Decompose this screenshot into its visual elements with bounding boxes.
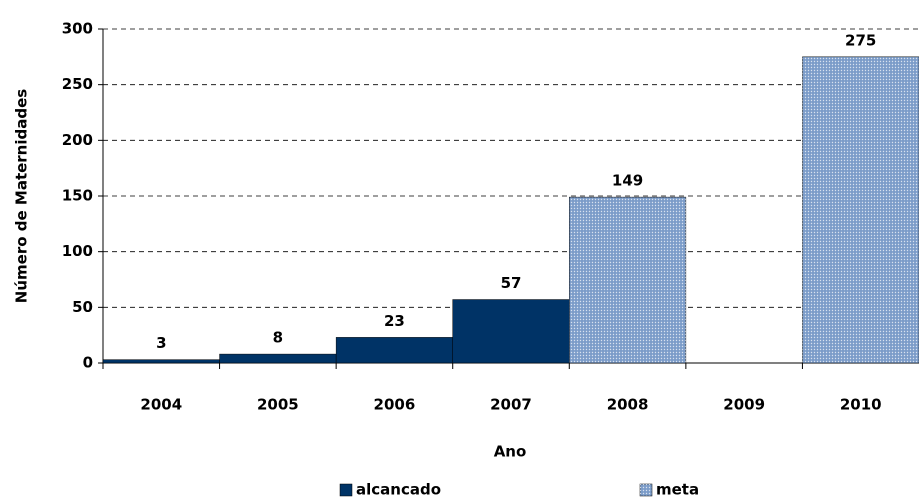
legend-swatch [339, 483, 353, 497]
x-tick-label: 2005 [257, 396, 299, 414]
x-tick-label: 2008 [607, 396, 649, 414]
x-axis-title: Ano [494, 443, 527, 461]
x-tick-label: 2010 [840, 396, 882, 414]
legend-label: meta [656, 481, 699, 499]
bar [452, 299, 570, 364]
x-tick-label: 2007 [490, 396, 532, 414]
y-tick-label: 150 [62, 187, 93, 205]
data-label: 8 [273, 329, 283, 347]
legend-label: alcancado [356, 481, 441, 499]
y-tick-label: 100 [62, 242, 93, 260]
y-tick-label: 300 [62, 20, 93, 38]
bar-pattern [802, 56, 919, 363]
y-tick-label: 200 [62, 131, 93, 149]
y-tick-label: 250 [62, 75, 93, 93]
x-tick-label: 2006 [374, 396, 416, 414]
bar-pattern [569, 197, 686, 363]
data-label: 23 [384, 312, 405, 330]
bar [102, 359, 220, 364]
legend-pattern [640, 484, 652, 496]
y-tick-label: 50 [72, 298, 93, 316]
bar [219, 353, 337, 364]
data-label: 57 [501, 274, 522, 292]
x-tick-label: 2009 [723, 396, 765, 414]
y-tick-label: 0 [83, 354, 93, 372]
y-axis-title: Número de Maternidades [13, 89, 31, 303]
data-label: 3 [156, 334, 166, 352]
data-label: 275 [845, 31, 876, 49]
data-label: 149 [612, 172, 643, 190]
bar [335, 337, 453, 364]
x-tick-label: 2004 [140, 396, 182, 414]
